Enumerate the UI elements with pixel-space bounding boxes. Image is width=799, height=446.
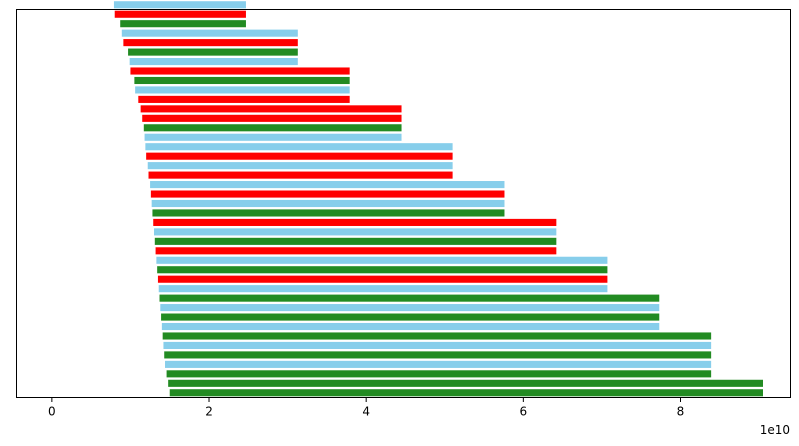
x-tick-label: 0 (48, 405, 56, 419)
bar (135, 86, 350, 94)
bar (134, 76, 350, 85)
plot-frame (16, 9, 791, 398)
x-tick-label: 2 (205, 405, 213, 419)
bar (152, 209, 505, 217)
bar (153, 218, 557, 226)
bar (157, 275, 608, 283)
bar (161, 313, 660, 321)
bar (120, 20, 246, 28)
bar (169, 389, 764, 397)
bar (113, 1, 246, 9)
bar (145, 143, 453, 151)
bar (144, 133, 402, 141)
bar (146, 152, 453, 160)
bar (154, 228, 557, 236)
bar (128, 48, 298, 56)
bar (162, 332, 712, 340)
bars-group (113, 1, 764, 397)
bar (150, 190, 505, 198)
bar (160, 304, 660, 312)
bar (159, 294, 660, 302)
bar (114, 10, 246, 18)
bar (168, 379, 763, 387)
bar (165, 360, 712, 368)
bar (154, 237, 557, 245)
bar (151, 199, 505, 208)
bar (150, 181, 505, 189)
bar (147, 162, 453, 170)
bar (143, 124, 402, 132)
bar (123, 39, 298, 47)
bar (130, 67, 350, 75)
bar (166, 370, 712, 378)
bar (121, 29, 298, 37)
bar (142, 114, 402, 122)
bar (157, 266, 608, 274)
bar (158, 285, 608, 293)
bar (161, 322, 660, 331)
bar (148, 171, 453, 179)
bar (140, 105, 402, 113)
bar (155, 247, 557, 255)
bar (156, 256, 608, 264)
x-tick-label: 4 (362, 405, 370, 419)
bar (164, 351, 712, 359)
bar (138, 95, 350, 103)
x-tick-label: 6 (520, 405, 528, 419)
x-tick-label: 8 (677, 405, 685, 419)
bar (129, 58, 298, 66)
x-axis: 0 2 4 6 8 (48, 397, 685, 419)
bar (163, 341, 712, 349)
x-axis-offset-label: 1e10 (760, 423, 790, 437)
